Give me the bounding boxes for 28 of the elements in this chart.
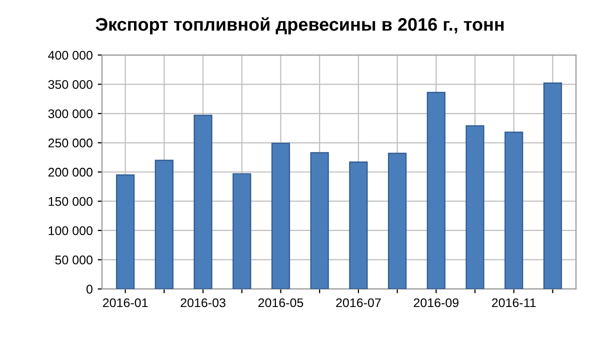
x-tick-label: 2016-05: [258, 298, 304, 308]
y-tick-label: 400 000: [48, 50, 92, 60]
chart-title: Экспорт топливной древесины в 2016 г., тонн: [96, 17, 504, 34]
y-tick-label: 300 000: [48, 109, 92, 118]
bar: [154, 160, 174, 289]
bar: [232, 173, 252, 289]
x-tick-label: 2016-01: [103, 298, 148, 308]
x-tick-label: 2016-03: [180, 298, 226, 308]
x-tick-label: 2016-09: [414, 298, 458, 308]
bar: [466, 125, 484, 289]
y-tick-label: 100 000: [48, 226, 92, 236]
y-tick-label: 250 000: [48, 138, 92, 148]
y-tick-label: 50 000: [55, 256, 92, 264]
bar: [310, 152, 329, 289]
bar: [543, 82, 562, 289]
bar: [426, 92, 446, 289]
y-tick-label: 200 000: [48, 168, 92, 177]
x-tick-label: 2016-07: [336, 298, 381, 308]
bar: [349, 162, 368, 289]
bar: [116, 174, 135, 289]
bar: [194, 114, 212, 289]
y-tick-label: 0: [86, 284, 92, 294]
bar: [388, 152, 407, 289]
x-tick-label: 2016-11: [492, 298, 536, 308]
y-tick-label: 350 000: [48, 80, 92, 89]
y-tick-label: 150 000: [48, 197, 92, 206]
bar: [504, 132, 524, 289]
bar: [271, 142, 290, 289]
